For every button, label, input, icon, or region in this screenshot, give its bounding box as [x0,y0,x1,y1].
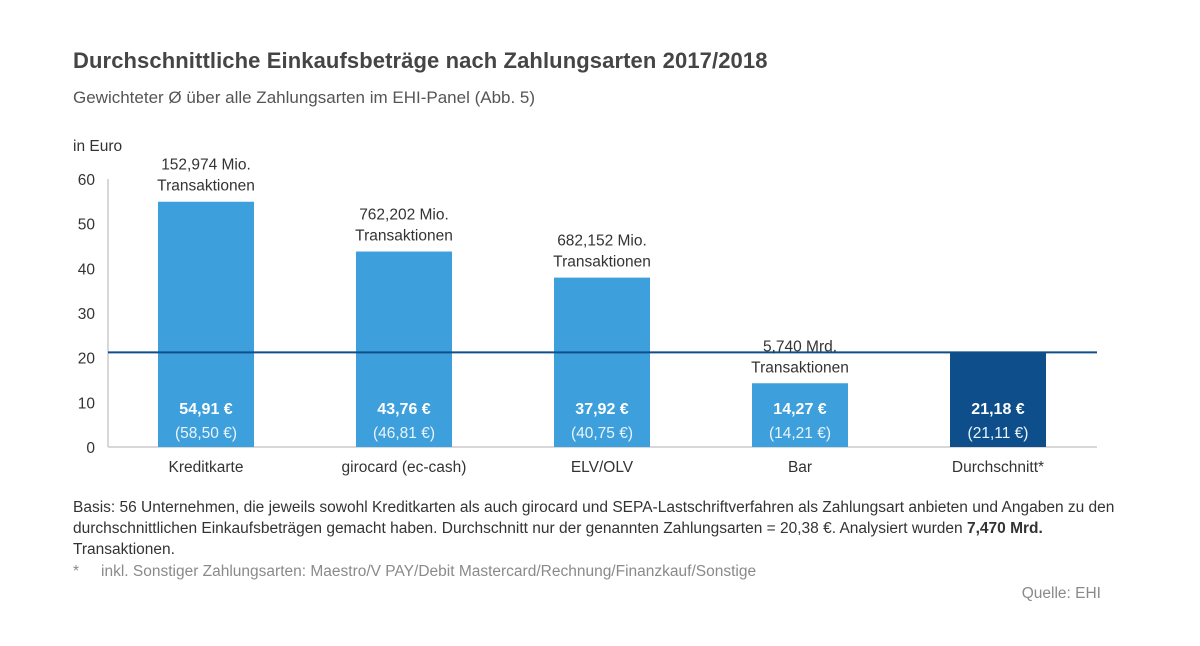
transaction-count-label: Transaktionen [751,359,849,376]
x-tick-label: Bar [788,459,812,476]
transaction-count-label: Transaktionen [355,228,453,245]
x-tick-label: ELV/OLV [571,459,634,476]
footnote-marker: * [73,563,80,580]
y-tick-label: 10 [78,395,96,412]
bar-previous-value-label: (21,11 €) [968,425,1029,442]
bar-previous-value-label: (46,81 €) [373,425,435,442]
footnote: * inkl. Sonstiger Zahlungsarten: Maestro/… [73,563,756,581]
bar-value-label: 37,92 € [575,401,628,418]
y-tick-label: 20 [78,351,96,368]
bar [950,352,1046,447]
footnote-text: inkl. Sonstiger Zahlungsarten: Maestro/V… [101,563,757,580]
chart-subtitle: Gewichteter Ø über alle Zahlungsarten im… [73,88,536,107]
transaction-count-label: 5,740 Mrd. [763,338,837,355]
bar [158,201,254,447]
y-tick-label: 40 [78,261,96,278]
bar-previous-value-label: (40,75 €) [571,425,633,442]
bar-previous-value-label: (58,50 €) [175,425,237,442]
transaction-count-label: 682,152 Mio. [557,233,647,250]
basis-total-transactions: 7,470 Mrd. [966,520,1043,537]
y-tick-label: 60 [78,172,96,189]
transaction-count-label: Transaktionen [553,254,651,271]
x-tick-label: Durchschnitt* [952,459,1044,476]
basis-note: Basis: 56 Unternehmen, die jeweils sowoh… [73,497,1133,560]
y-tick-label: 0 [86,440,95,457]
bar-value-label: 21,18 € [971,401,1024,418]
y-tick-label: 50 [78,217,96,234]
bar-value-label: 14,27 € [773,401,826,418]
bar-value-label: 54,91 € [179,401,232,418]
y-tick-label: 30 [78,306,96,323]
bar [356,251,452,447]
bar [554,277,650,447]
transaction-count-label: 762,202 Mio. [359,207,449,224]
bar-value-label: 43,76 € [377,401,430,418]
x-tick-label: Kreditkarte [169,459,244,476]
chart-title: Durchschnittliche Einkaufsbeträge nach Z… [73,48,768,73]
y-axis-label: in Euro [73,138,122,155]
source-label: Quelle: EHI [1021,585,1101,602]
bar [752,383,848,447]
transaction-count-label: Transaktionen [157,178,255,195]
basis-text: Basis: 56 Unternehmen, die jeweils sowoh… [73,499,1115,537]
x-tick-label: girocard (ec-cash) [342,459,467,476]
transaction-count-label: 152,974 Mio. [161,157,251,174]
bar-previous-value-label: (14,21 €) [769,425,831,442]
basis-text-end: Transaktionen. [73,541,175,558]
